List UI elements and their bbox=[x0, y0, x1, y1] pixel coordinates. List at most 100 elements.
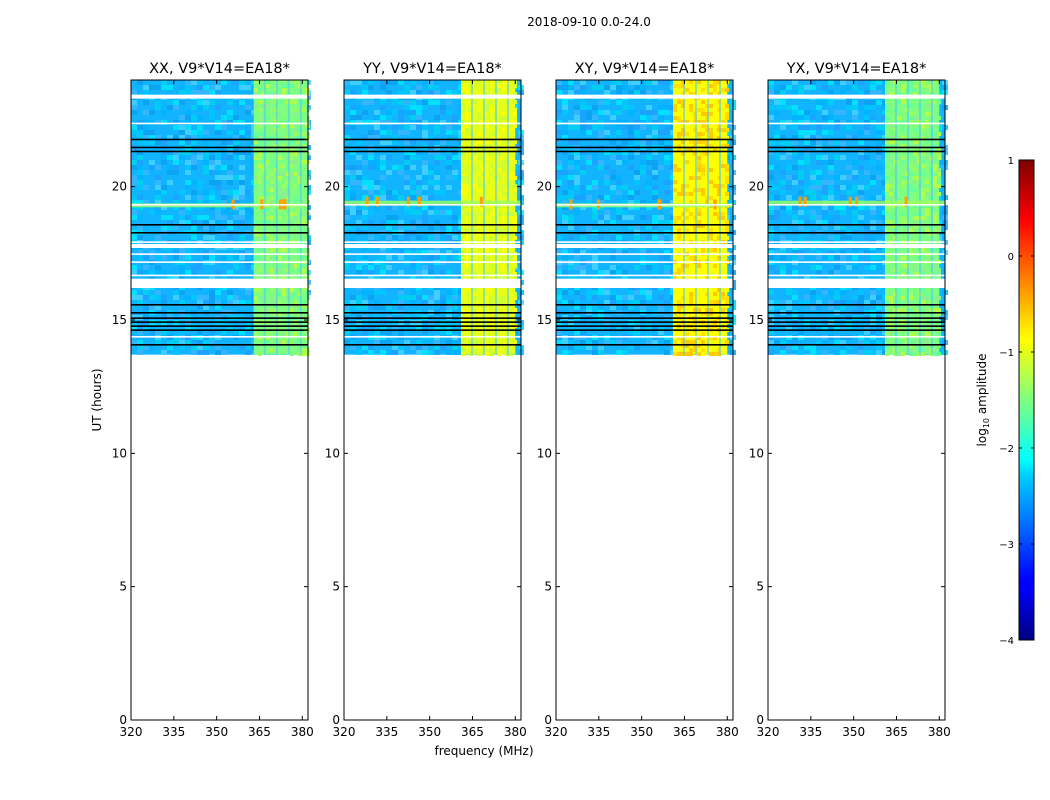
heatmap-cell bbox=[628, 200, 634, 205]
heatmap-cell bbox=[386, 80, 392, 85]
rfi-band-cell bbox=[673, 188, 678, 192]
heatmap-cell bbox=[137, 170, 143, 175]
heatmap-cell bbox=[670, 170, 676, 175]
heatmap-cell bbox=[380, 120, 386, 125]
heatmap-cell bbox=[155, 305, 161, 310]
heatmap-cell bbox=[634, 85, 640, 90]
heatmap-cell bbox=[822, 130, 828, 135]
y-tick-label: 15 bbox=[325, 313, 340, 327]
heatmap-cell bbox=[562, 270, 568, 275]
heatmap-cell bbox=[574, 195, 580, 200]
rfi-band-cell bbox=[473, 220, 478, 224]
heatmap-cell bbox=[356, 300, 362, 305]
heatmap-cell bbox=[386, 140, 392, 145]
rfi-band-cell bbox=[697, 136, 702, 140]
heatmap-cell bbox=[852, 215, 858, 220]
heatmap-cell bbox=[640, 140, 646, 145]
heatmap-cell bbox=[149, 275, 155, 280]
rfi-band-cell bbox=[697, 192, 702, 196]
rfi-band-cell bbox=[709, 312, 714, 316]
rfi-band-cell bbox=[689, 92, 694, 96]
rfi-band-cell bbox=[673, 352, 678, 356]
heatmap-cell bbox=[852, 225, 858, 230]
heatmap-cell bbox=[398, 305, 404, 310]
heatmap-cell bbox=[876, 175, 882, 180]
heatmap-cell bbox=[604, 175, 610, 180]
rfi-band-cell bbox=[293, 188, 298, 192]
heatmap-cell bbox=[245, 345, 251, 350]
heatmap-cell bbox=[410, 90, 416, 95]
rfi-band-cell bbox=[697, 224, 702, 228]
heatmap-cell bbox=[350, 80, 356, 85]
rfi-band-cell bbox=[265, 344, 270, 348]
heatmap-cell bbox=[592, 340, 598, 345]
heatmap-cell bbox=[362, 185, 368, 190]
heatmap-cell bbox=[239, 185, 245, 190]
rfi-band-cell bbox=[701, 168, 706, 172]
y-tick-label: 10 bbox=[325, 446, 340, 460]
heatmap-cell bbox=[556, 110, 562, 115]
heatmap-cell bbox=[149, 85, 155, 90]
heatmap-cell bbox=[446, 150, 452, 155]
heatmap-cell bbox=[197, 185, 203, 190]
rfi-band-cell bbox=[461, 208, 466, 212]
heatmap-cell bbox=[616, 180, 622, 185]
heatmap-cell bbox=[221, 80, 227, 85]
heatmap-cell bbox=[350, 125, 356, 130]
rfi-band-cell bbox=[689, 296, 694, 300]
heatmap-cell bbox=[410, 105, 416, 110]
heatmap-cell bbox=[179, 270, 185, 275]
heatmap-cell bbox=[634, 225, 640, 230]
heatmap-cell bbox=[822, 160, 828, 165]
heatmap-cell bbox=[652, 265, 658, 270]
heatmap-cell bbox=[580, 105, 586, 110]
separator-line bbox=[344, 304, 521, 306]
heatmap-cell bbox=[574, 120, 580, 125]
heatmap-cell bbox=[574, 300, 580, 305]
rfi-band-cell bbox=[265, 176, 270, 180]
heatmap-cell bbox=[410, 140, 416, 145]
heatmap-cell bbox=[203, 195, 209, 200]
rfi-band-cell bbox=[465, 228, 470, 232]
rfi-band-cell bbox=[485, 108, 490, 112]
rfi-band-cell bbox=[709, 108, 714, 112]
heatmap-cell bbox=[191, 200, 197, 205]
heatmap-cell bbox=[215, 165, 221, 170]
heatmap-cell bbox=[428, 140, 434, 145]
rfi-band-cell bbox=[501, 216, 506, 220]
heatmap-cell bbox=[227, 110, 233, 115]
heatmap-cell bbox=[221, 120, 227, 125]
rfi-band-cell bbox=[497, 352, 502, 356]
heatmap-cell bbox=[828, 205, 834, 210]
heatmap-cell bbox=[634, 180, 640, 185]
heatmap-cell bbox=[362, 330, 368, 335]
heatmap-cell bbox=[598, 235, 604, 240]
rfi-band-cell bbox=[293, 340, 298, 344]
rfi-band-cell bbox=[265, 148, 270, 152]
heatmap-cell bbox=[816, 140, 822, 145]
heatmap-cell bbox=[876, 80, 882, 85]
heatmap-cell bbox=[380, 115, 386, 120]
rfi-band-cell bbox=[685, 268, 690, 272]
rfi-band-cell bbox=[697, 336, 702, 340]
rfi-band-cell bbox=[709, 272, 714, 276]
heatmap-cell bbox=[816, 170, 822, 175]
rfi-band-cell bbox=[265, 304, 270, 308]
heatmap-cell bbox=[768, 185, 774, 190]
rfi-band-cell bbox=[677, 180, 682, 184]
rfi-band-cell bbox=[509, 148, 514, 152]
rfi-band-cell bbox=[281, 180, 286, 184]
heatmap-cell bbox=[864, 155, 870, 160]
heatmap-cell bbox=[149, 160, 155, 165]
rfi-band-cell bbox=[301, 348, 306, 352]
heatmap-cell bbox=[428, 210, 434, 215]
heatmap-cell bbox=[846, 120, 852, 125]
rfi-band-cell bbox=[269, 208, 274, 212]
heatmap-cell bbox=[380, 160, 386, 165]
heatmap-cell bbox=[658, 220, 664, 225]
heatmap-cell bbox=[428, 235, 434, 240]
heatmap-cell bbox=[344, 105, 350, 110]
heatmap-cell bbox=[574, 180, 580, 185]
heatmap-cell bbox=[458, 120, 464, 125]
